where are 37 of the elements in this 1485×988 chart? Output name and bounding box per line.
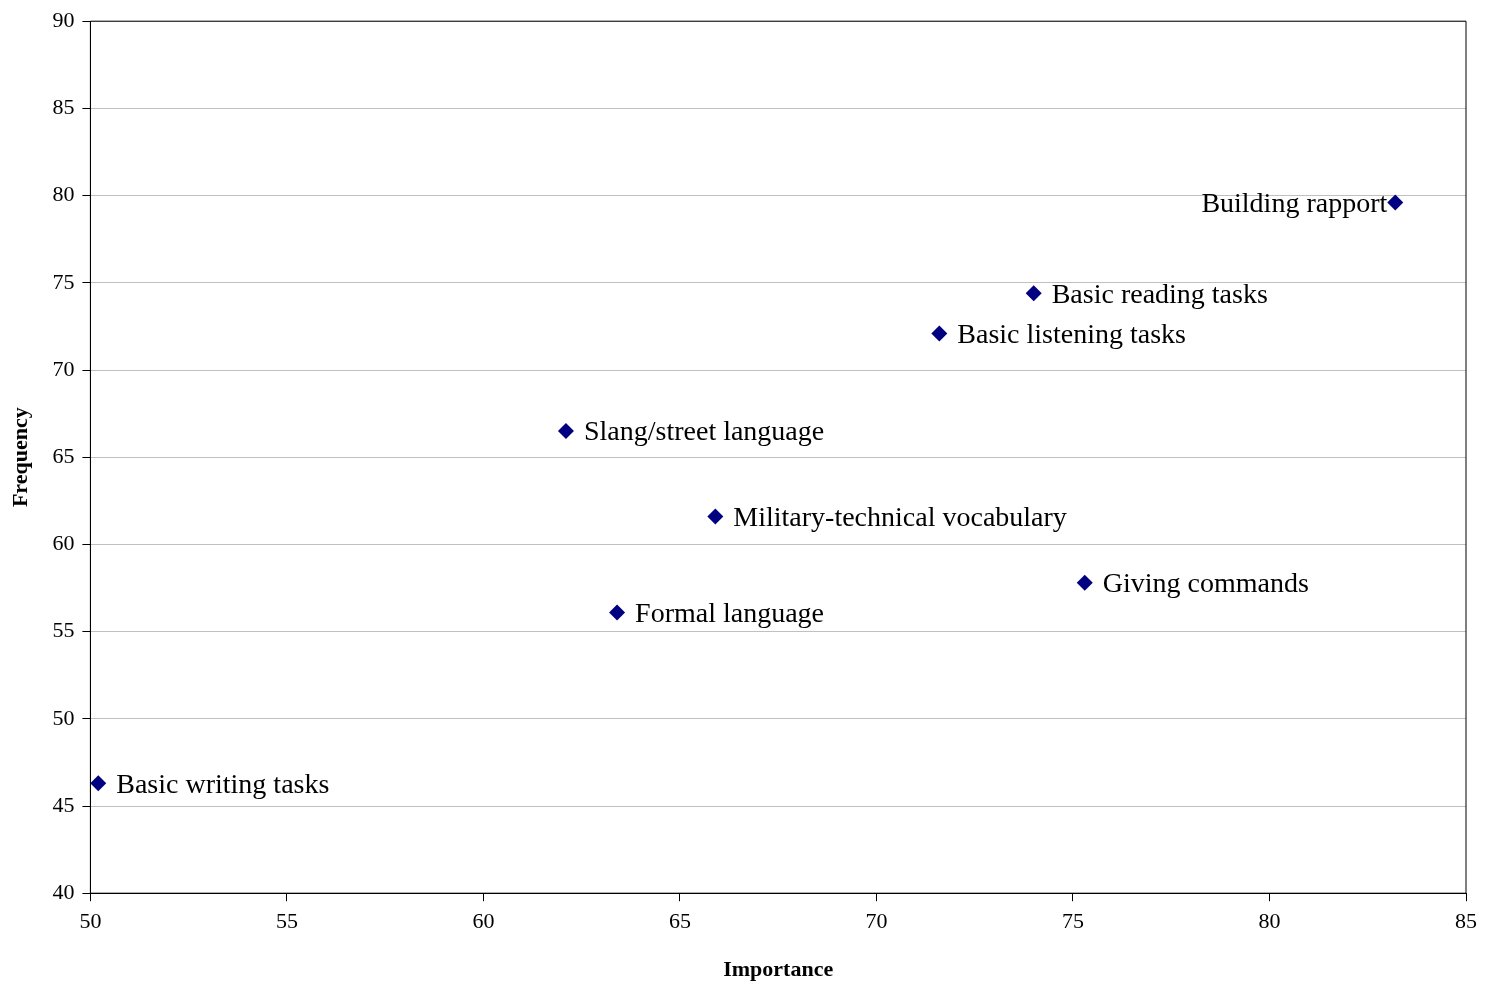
x-tick-label: 70 bbox=[865, 908, 888, 934]
y-tick-label: 65 bbox=[52, 442, 75, 468]
y-tick-label: 60 bbox=[52, 530, 75, 556]
y-tick-label: 40 bbox=[52, 878, 75, 904]
x-tick-label: 60 bbox=[472, 908, 495, 934]
annotation: Formal language bbox=[635, 596, 825, 628]
point bbox=[1387, 194, 1404, 211]
x-tick-label: 80 bbox=[1258, 908, 1281, 934]
y-tick-label: 70 bbox=[52, 355, 75, 381]
annotation: Basic writing tasks bbox=[116, 767, 330, 799]
point bbox=[90, 775, 107, 792]
annotation: Giving commands bbox=[1102, 567, 1309, 599]
point bbox=[557, 423, 574, 440]
x-tick-label: 85 bbox=[1455, 908, 1477, 934]
point bbox=[1025, 285, 1042, 302]
y-tick-label: 50 bbox=[52, 704, 75, 730]
point bbox=[931, 325, 948, 342]
y-tick-label: 90 bbox=[52, 6, 75, 32]
y-tick-label: 45 bbox=[52, 791, 75, 817]
y-tick-label: 55 bbox=[52, 617, 75, 643]
x-tick-label: 75 bbox=[1061, 908, 1084, 934]
point bbox=[1076, 574, 1093, 591]
annotation: Basic listening tasks bbox=[957, 317, 1186, 349]
annotation: Building rapport bbox=[1201, 186, 1388, 218]
annotation: Slang/street language bbox=[583, 415, 825, 447]
x-tick-label: 65 bbox=[668, 908, 691, 934]
y-tick-label: 80 bbox=[52, 181, 75, 207]
annotation: Military-technical vocabulary bbox=[733, 500, 1067, 532]
point bbox=[609, 604, 626, 621]
point bbox=[707, 508, 724, 525]
x-tick-label: 50 bbox=[79, 908, 102, 934]
y-tick-label: 85 bbox=[52, 94, 75, 120]
annotation: Basic reading tasks bbox=[1051, 277, 1268, 309]
y-axis-title: Frequency bbox=[6, 407, 32, 508]
x-axis-title: Importance bbox=[723, 956, 834, 982]
x-tick-label: 55 bbox=[275, 908, 298, 934]
y-tick-label: 75 bbox=[52, 268, 75, 294]
